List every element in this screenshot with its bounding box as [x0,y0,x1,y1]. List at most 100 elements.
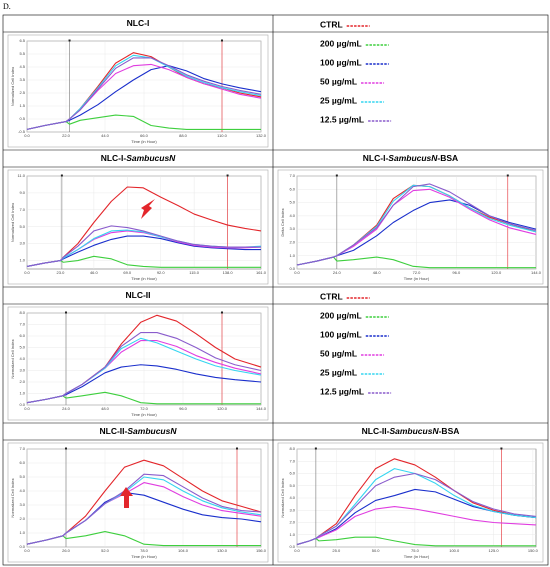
x-tick-label: 110.0 [217,133,227,138]
title-part: SambucusN [127,426,177,436]
y-tick-label: 2.0 [19,379,25,384]
y-tick-label: 7.0 [289,458,295,463]
x-tick-label: 25.0 [332,548,341,553]
x-tick-label: 69.0 [123,270,132,275]
y-axis-label: Normalized Cell Index [10,478,15,517]
x-tick-label: 96.0 [452,270,461,275]
marker-dot [226,174,229,177]
x-tick-label: 26.0 [62,548,71,553]
x-tick-label: 48.0 [373,270,382,275]
x-tick-label: 104.0 [178,548,189,553]
y-tick-label: 4.5 [19,64,25,69]
legend-label: 25 µg/mL [320,367,357,377]
marker-dot [236,447,238,450]
x-tick-label: 88.0 [179,133,188,138]
y-tick-label: 4.0 [289,495,295,500]
x-tick-label: 52.0 [101,548,110,553]
series-line [26,57,262,130]
series-line [296,536,536,547]
x-tick-label: 144.0 [256,406,267,411]
y-tick-label: 5.0 [289,200,295,205]
series-line [296,472,537,546]
x-axis-label: Time (in Hour) [404,554,430,559]
x-tick-label: 115.0 [189,270,199,275]
y-tick-label: -0.5 [18,129,26,134]
y-axis-label: Normalized Cell Index [10,67,15,106]
x-tick-label: 0.0 [294,270,300,275]
y-tick-label: 0.0 [19,402,25,407]
red-arrow [120,487,133,508]
x-tick-label: 22.0 [62,133,71,138]
y-tick-label: 5.0 [19,474,25,479]
y-tick-label: 1.0 [289,532,295,537]
table-grid [2,14,549,566]
y-axis-label: Normalized Cell Index [10,203,15,242]
annotation-arrows [120,199,155,508]
y-tick-label: 4.0 [289,213,295,218]
marker-dot [221,311,223,314]
marker-dot [60,174,63,177]
legend-label: CTRL [320,19,343,29]
title-part: NLC-II [125,290,150,300]
x-tick-label: 48.0 [101,406,110,411]
x-tick-label: 0.0 [24,133,30,138]
y-tick-label: 1.0 [19,530,25,535]
y-tick-label: 7.0 [19,322,25,327]
title-part: NLC-I [127,18,150,28]
red-arrow [141,199,155,219]
title-part: SambucusN [388,153,438,163]
x-axis-label: Time (in Hour) [404,276,430,281]
x-tick-label: 120.0 [491,270,502,275]
y-tick-label: 6.0 [289,471,295,476]
y-tick-label: 3.5 [19,77,25,82]
x-tick-label: 50.0 [372,548,381,553]
x-tick-label: 138.0 [223,270,234,275]
legend-label: 50 µg/mL [320,348,357,358]
charts: NLC-I -0.5 0.5 1.5 2.5 3.5 4.5 5.5 6.5 0.0 22.0 44.… [7,18,544,563]
x-tick-label: 75.0 [411,548,420,553]
x-tick-label: 24.0 [333,270,342,275]
x-tick-label: 132.0 [256,133,267,138]
panel-title: NLC-II-SambucusN [100,426,178,436]
legend-label: 100 µg/mL [320,329,362,339]
y-tick-label: 3.0 [289,226,295,231]
series-line [26,255,261,268]
y-tick-label: 8.0 [289,446,295,451]
y-tick-label: 0.0 [289,266,295,271]
y-tick-label: 3.0 [19,502,25,507]
x-tick-label: 96.0 [179,406,188,411]
y-tick-label: 7.0 [19,446,25,451]
x-tick-label: 92.0 [157,270,166,275]
title-part: -BSA [437,153,458,163]
y-tick-label: 6.0 [289,186,295,191]
x-tick-label: 144.0 [531,270,542,275]
x-axis-label: Time (in Hour) [131,554,157,559]
title-part: NLC-II- [362,426,390,436]
panel-title: NLC-I-SambucusN [101,153,176,163]
y-tick-label: 8.0 [19,310,25,315]
y-axis-label: Delta Cell Index [280,208,285,236]
legend-label: 12.5 µg/mL [320,114,364,124]
marker-dot [506,174,509,177]
y-tick-label: 0.5 [19,116,25,121]
y-tick-label: 6.0 [19,460,25,465]
y-tick-label: 3.0 [19,241,25,246]
series-line [296,183,537,266]
title-part: SambucusN [389,426,439,436]
series-line [26,531,261,547]
legend-label: 200 µg/mL [320,38,362,48]
y-tick-label: 2.0 [289,520,295,525]
legend-label: 200 µg/mL [320,310,362,320]
y-tick-label: 6.5 [19,38,25,43]
y-tick-label: 1.0 [19,258,25,263]
marker-dot [65,311,67,314]
x-tick-label: 161.0 [256,270,267,275]
x-tick-label: 44.0 [101,133,110,138]
panel-title: NLC-II-SambucusN-BSA [362,426,460,436]
x-tick-label: 24.0 [62,406,71,411]
x-axis-label: Time (in Hour) [131,412,157,417]
y-tick-label: 3.0 [19,368,25,373]
y-tick-label: 5.0 [19,345,25,350]
y-tick-label: 3.0 [289,507,295,512]
x-tick-label: 100.0 [449,548,460,553]
